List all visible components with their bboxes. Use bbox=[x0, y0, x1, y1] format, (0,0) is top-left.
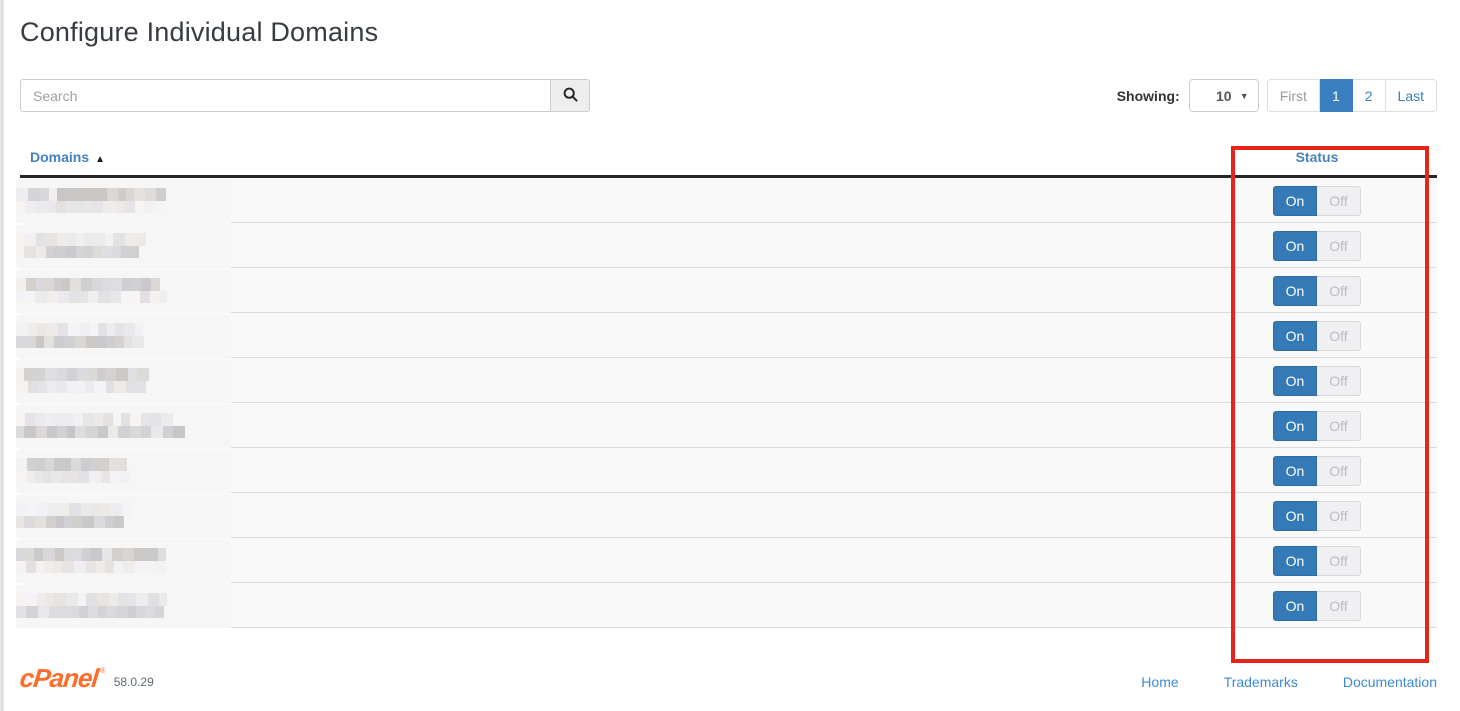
page-title: Configure Individual Domains bbox=[20, 17, 379, 47]
status-off-button[interactable]: Off bbox=[1317, 320, 1361, 351]
redacted-domain-name bbox=[16, 180, 231, 223]
table-row: On Off bbox=[16, 223, 1437, 268]
status-cell: On Off bbox=[1230, 313, 1404, 358]
registered-trademark-icon: ® bbox=[99, 666, 106, 675]
footer: cPanel ® 58.0.29 Home Trademarks Documenta… bbox=[18, 658, 1437, 698]
table-body: On Off On Off On Off On Off On Off On Off On Off On Off… bbox=[16, 178, 1437, 628]
redacted-domain-name bbox=[16, 360, 231, 403]
status-off-button[interactable]: Off bbox=[1317, 275, 1361, 306]
status-off-button[interactable]: Off bbox=[1317, 545, 1361, 576]
status-cell: On Off bbox=[1230, 538, 1404, 583]
status-off-button[interactable]: Off bbox=[1317, 590, 1361, 621]
footer-link-trademarks[interactable]: Trademarks bbox=[1223, 674, 1298, 690]
status-cell: On Off bbox=[1230, 223, 1404, 268]
status-off-button[interactable]: Off bbox=[1317, 185, 1361, 216]
table-row: On Off bbox=[16, 493, 1437, 538]
status-cell: On Off bbox=[1230, 268, 1404, 313]
status-toggle: On Off bbox=[1273, 500, 1361, 531]
search-input[interactable] bbox=[20, 79, 551, 112]
showing-label: Showing: bbox=[1116, 87, 1180, 104]
chevron-down-icon: ▼ bbox=[1239, 90, 1249, 101]
status-off-button[interactable]: Off bbox=[1317, 365, 1361, 396]
status-on-button[interactable]: On bbox=[1273, 545, 1317, 576]
table-row: On Off bbox=[16, 448, 1437, 493]
status-off-button[interactable]: Off bbox=[1317, 410, 1361, 441]
redacted-domain-name bbox=[16, 585, 231, 628]
version-number: 58.0.29 bbox=[113, 675, 154, 689]
status-cell: On Off bbox=[1230, 448, 1404, 493]
redacted-domain-name bbox=[16, 315, 231, 358]
status-on-button[interactable]: On bbox=[1273, 320, 1317, 351]
footer-link-documentation[interactable]: Documentation bbox=[1342, 674, 1437, 690]
table-row: On Off bbox=[16, 583, 1437, 628]
search-button[interactable] bbox=[551, 79, 590, 112]
status-header-label: Status bbox=[1295, 149, 1339, 165]
page-size-select[interactable]: 10 ▼ bbox=[1188, 79, 1259, 112]
table-row: On Off bbox=[16, 403, 1437, 448]
window-left-edge bbox=[0, 0, 4, 711]
status-toggle: On Off bbox=[1273, 365, 1361, 396]
status-toggle: On Off bbox=[1273, 410, 1361, 441]
status-toggle: On Off bbox=[1273, 320, 1361, 351]
status-off-button[interactable]: Off bbox=[1317, 230, 1361, 261]
redacted-domain-name bbox=[16, 495, 231, 538]
page-button-2[interactable]: 2 bbox=[1352, 79, 1386, 112]
page-button-1[interactable]: 1 bbox=[1319, 79, 1353, 112]
cpanel-logo: cPanel bbox=[18, 663, 100, 693]
status-toggle: On Off bbox=[1273, 275, 1361, 306]
page-button-last[interactable]: Last bbox=[1385, 79, 1437, 112]
table-row: On Off bbox=[16, 358, 1437, 403]
status-cell: On Off bbox=[1230, 178, 1404, 223]
paging-controls: Showing: 10 ▼ First 1 2 Last bbox=[1117, 79, 1437, 112]
redacted-domain-name bbox=[16, 450, 231, 493]
redacted-domain-name bbox=[16, 270, 231, 313]
table-row: On Off bbox=[16, 538, 1437, 583]
status-on-button[interactable]: On bbox=[1273, 275, 1317, 306]
page-button-first: First bbox=[1266, 79, 1320, 112]
redacted-domain-name bbox=[16, 225, 231, 268]
status-on-button[interactable]: On bbox=[1273, 230, 1317, 261]
domains-table: Domains ▲ Status On Off On Off On Off On Off On Of… bbox=[16, 147, 1437, 628]
page-size-value: 10 bbox=[1215, 87, 1232, 104]
footer-link-home[interactable]: Home bbox=[1141, 674, 1179, 690]
status-cell: On Off bbox=[1230, 583, 1404, 628]
pagination: First 1 2 Last bbox=[1266, 79, 1437, 112]
brand: cPanel ® 58.0.29 bbox=[18, 663, 154, 693]
column-header-domains[interactable]: Domains ▲ bbox=[30, 149, 105, 165]
status-off-button[interactable]: Off bbox=[1317, 455, 1361, 486]
status-on-button[interactable]: On bbox=[1273, 590, 1317, 621]
redacted-domain-name bbox=[16, 405, 231, 448]
status-toggle: On Off bbox=[1273, 230, 1361, 261]
sort-ascending-icon: ▲ bbox=[95, 154, 106, 165]
status-on-button[interactable]: On bbox=[1273, 185, 1317, 216]
status-toggle: On Off bbox=[1273, 545, 1361, 576]
status-toggle: On Off bbox=[1273, 455, 1361, 486]
status-cell: On Off bbox=[1230, 403, 1404, 448]
status-toggle: On Off bbox=[1273, 590, 1361, 621]
status-cell: On Off bbox=[1230, 493, 1404, 538]
table-row: On Off bbox=[16, 178, 1437, 223]
column-header-status: Status bbox=[1230, 149, 1404, 165]
search-group bbox=[20, 79, 590, 112]
domains-header-label: Domains bbox=[30, 149, 90, 165]
status-on-button[interactable]: On bbox=[1273, 365, 1317, 396]
table-row: On Off bbox=[16, 268, 1437, 313]
status-on-button[interactable]: On bbox=[1273, 500, 1317, 531]
footer-links: Home Trademarks Documentation bbox=[1096, 674, 1437, 690]
search-icon bbox=[563, 87, 578, 105]
status-on-button[interactable]: On bbox=[1273, 410, 1317, 441]
redacted-domain-name bbox=[16, 540, 231, 583]
status-toggle: On Off bbox=[1273, 185, 1361, 216]
status-off-button[interactable]: Off bbox=[1317, 500, 1361, 531]
status-on-button[interactable]: On bbox=[1273, 455, 1317, 486]
table-header: Domains ▲ Status bbox=[20, 147, 1437, 178]
status-cell: On Off bbox=[1230, 358, 1404, 403]
table-row: On Off bbox=[16, 313, 1437, 358]
